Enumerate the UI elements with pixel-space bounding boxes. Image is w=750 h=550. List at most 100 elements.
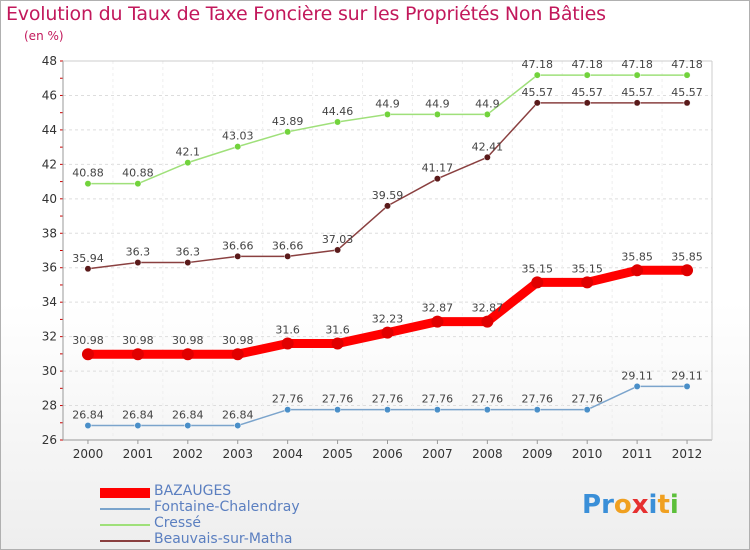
data-label: 43.03 (222, 130, 254, 143)
data-point (481, 315, 494, 328)
data-point (384, 110, 391, 118)
data-label: 42.1 (176, 146, 201, 159)
data-point (633, 382, 641, 390)
data-point (234, 422, 242, 429)
data-label: 45.57 (571, 86, 603, 99)
data-label: 32.87 (472, 302, 504, 315)
data-label: 36.3 (176, 246, 201, 259)
chart-title: Evolution du Taux de Taxe Foncière sur l… (6, 3, 606, 25)
data-point (284, 252, 292, 260)
data-label: 35.94 (72, 252, 104, 265)
data-label: 43.89 (272, 115, 304, 128)
legend-swatch-bazauges (100, 488, 150, 498)
data-label: 42.41 (472, 140, 504, 153)
data-point (384, 202, 391, 210)
data-label: 36.3 (126, 246, 151, 259)
data-point (483, 110, 491, 118)
data-label: 29.11 (671, 369, 703, 382)
data-label: 45.57 (671, 86, 703, 99)
data-point (184, 422, 192, 429)
y-tick-label: 30 (42, 364, 57, 378)
x-tick-label: 2002 (173, 447, 204, 461)
data-point (231, 348, 244, 361)
data-point (483, 153, 491, 161)
data-label: 40.88 (72, 167, 104, 180)
x-tick-label: 2005 (322, 447, 353, 461)
proxiti-logo: Proxiti (582, 490, 679, 520)
data-label: 35.85 (621, 250, 653, 263)
data-point (284, 128, 292, 136)
x-tick-label: 2011 (622, 447, 653, 461)
data-label: 32.23 (372, 313, 404, 326)
data-point (334, 118, 342, 126)
data-label: 29.11 (621, 369, 653, 382)
x-tick-label: 2012 (672, 447, 703, 461)
data-label: 27.76 (272, 393, 304, 406)
data-label: 27.76 (472, 393, 504, 406)
data-point (583, 99, 591, 107)
data-label: 31.6 (325, 324, 350, 337)
data-label: 41.17 (422, 162, 454, 175)
data-point (433, 406, 441, 414)
data-label: 44.46 (322, 105, 354, 118)
data-point (334, 406, 342, 414)
data-point (331, 337, 344, 350)
data-point (84, 265, 92, 273)
data-label: 39.59 (372, 189, 404, 202)
data-point (683, 99, 691, 107)
data-label: 30.98 (222, 334, 254, 347)
data-point (134, 180, 142, 188)
legend-swatch-fontaine-chalendray (100, 508, 150, 510)
logo-letter: o (613, 490, 632, 520)
data-label: 30.98 (72, 334, 104, 347)
data-point (633, 71, 641, 79)
x-tick-label: 2001 (123, 447, 154, 461)
data-label: 45.57 (522, 86, 554, 99)
x-tick-label: 2003 (222, 447, 253, 461)
data-labels: 30.98 30.98 30.98 30.98 31.6 31.6 32.23 32.87 32… (72, 58, 703, 421)
data-point (184, 159, 192, 167)
y-tick-label: 44 (42, 123, 57, 137)
x-tick-label: 2007 (422, 447, 453, 461)
data-label: 27.76 (422, 393, 454, 406)
data-point (384, 406, 391, 414)
legend-swatch-beauvais-sur-matha (100, 540, 150, 542)
y-tick-label: 28 (42, 399, 57, 413)
legend-label-fontaine-chalendray: Fontaine-Chalendray (154, 499, 300, 515)
data-point (381, 326, 394, 339)
data-point (581, 276, 594, 289)
data-point (683, 382, 691, 390)
data-point (334, 246, 342, 254)
data-label: 36.66 (222, 239, 254, 252)
data-label: 26.84 (72, 409, 104, 422)
data-point (631, 264, 644, 277)
logo-letter: t (657, 490, 670, 520)
x-tick-label: 2010 (572, 447, 603, 461)
data-label: 30.98 (122, 334, 154, 347)
x-tick-label: 2006 (372, 447, 403, 461)
data-point (681, 264, 694, 277)
data-point (533, 406, 541, 414)
data-point (633, 99, 641, 107)
data-point (234, 143, 242, 151)
y-tick-label: 42 (42, 157, 57, 171)
logo-letter: P (582, 490, 602, 520)
legend-label-beauvais-sur-matha: Beauvais-sur-Matha (154, 531, 293, 547)
data-label: 26.84 (122, 409, 154, 422)
data-point (433, 110, 441, 118)
data-point (431, 315, 444, 328)
y-tick-label: 34 (42, 295, 57, 309)
x-tick-label: 2000 (73, 447, 104, 461)
legend-label-bazauges: BAZAUGES (154, 483, 232, 499)
data-point (284, 406, 292, 414)
y-tick-label: 26 (42, 433, 57, 447)
data-label: 47.18 (522, 58, 554, 71)
data-label: 32.87 (422, 302, 454, 315)
data-label: 44.9 (475, 97, 500, 110)
y-tick-label: 36 (42, 261, 57, 275)
y-tick-label: 46 (42, 88, 57, 102)
series (81, 71, 694, 429)
data-point (234, 252, 242, 260)
data-point (531, 276, 544, 289)
